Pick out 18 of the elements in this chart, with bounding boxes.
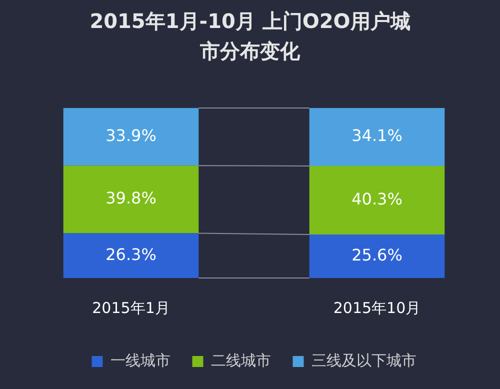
bar [309,234,445,278]
data-label: 39.8% [106,188,156,208]
x-tick-label: 2015年1月 [92,298,170,317]
data-label: 40.3% [352,189,402,208]
legend-label: 二线城市 [210,351,271,370]
legend-label: 一线城市 [110,351,170,370]
legend-label: 三线及以下城市 [311,351,416,370]
data-label: 33.9% [106,126,156,145]
bar [63,108,199,166]
bar [63,233,199,278]
data-label: 26.3% [106,244,156,264]
chart-title: 2015年1月-10月 上门O2O用户城市分布变化 [88,8,412,65]
x-tick-label: 2015年10月 [333,298,421,317]
bar [309,166,445,234]
bar [309,108,445,166]
bar [63,166,199,234]
data-label: 25.6% [352,245,402,264]
data-label: 34.1% [352,126,402,146]
